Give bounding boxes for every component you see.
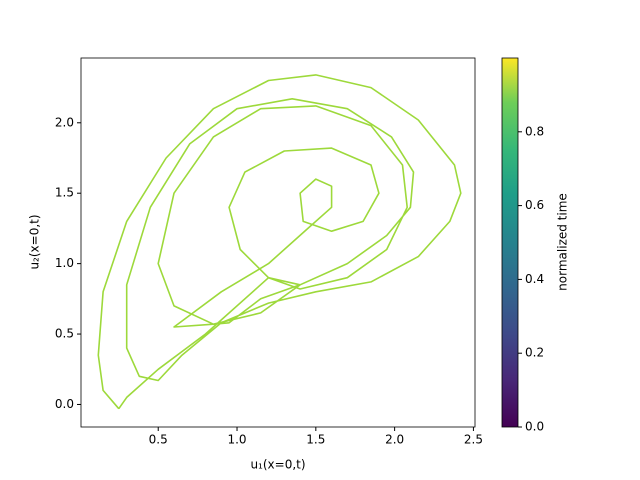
y-axis-label: u₂(x=0,t) (28, 214, 42, 269)
y-tick-label: 1.0 (55, 256, 74, 270)
x-tick-label: 1.5 (306, 433, 325, 447)
y-tick-label: 1.5 (55, 186, 74, 200)
x-axis-label: u₁(x=0,t) (250, 458, 305, 472)
colorbar (501, 57, 519, 428)
colorbar-label: normalized time (556, 193, 570, 291)
x-tick-label: 2.0 (385, 433, 404, 447)
y-tick-label: 0.0 (55, 397, 74, 411)
x-tick-label: 0.5 (149, 433, 168, 447)
colorbar-tick-label: 0.2 (525, 346, 544, 360)
y-tick-label: 0.5 (55, 327, 74, 341)
colorbar-tick-label: 0.6 (525, 198, 544, 212)
colorbar-tick-label: 0.4 (525, 272, 544, 286)
colorbar-tick-label: 0.8 (525, 124, 544, 138)
trajectory (97, 74, 462, 410)
plot-frame (80, 57, 476, 428)
y-tick-label: 2.0 (55, 115, 74, 129)
x-tick-label: 1.0 (227, 433, 246, 447)
colorbar-tick-label: 0.0 (525, 420, 544, 434)
x-tick-label: 2.5 (464, 433, 483, 447)
